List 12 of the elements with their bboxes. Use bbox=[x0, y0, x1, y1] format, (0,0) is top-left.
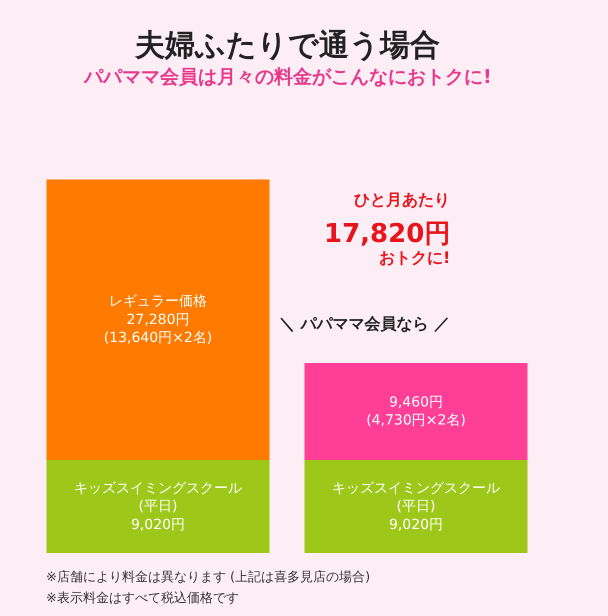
chart-title: 夫婦ふたりで通う場合 bbox=[134, 28, 440, 63]
data-label: 9,460円 (4,730円×2名) bbox=[366, 394, 466, 429]
data-label: キッズスイミングスクール (平日) 9,020円 bbox=[74, 480, 242, 533]
data-label: レギュラー価格 27,280円 (13,640円×2名) bbox=[104, 294, 212, 346]
text: ※表示料金はすべて税込価格です bbox=[46, 591, 239, 606]
text: ※店舗により料金は異なります (上記は喜多見店の場合) bbox=[46, 569, 370, 585]
chart-subtitle: パパママ会員は月々の料金がこんなにおトクに! bbox=[83, 66, 492, 88]
annotation: おトクに! bbox=[379, 248, 450, 267]
data-label: キッズスイミングスクール (平日) 9,020円 bbox=[332, 480, 500, 533]
annotation: 17,820円 bbox=[324, 219, 450, 249]
annotation: ＼ パパママ会員なら ／ bbox=[279, 314, 450, 333]
annotation: ひと月あたり bbox=[354, 190, 450, 209]
